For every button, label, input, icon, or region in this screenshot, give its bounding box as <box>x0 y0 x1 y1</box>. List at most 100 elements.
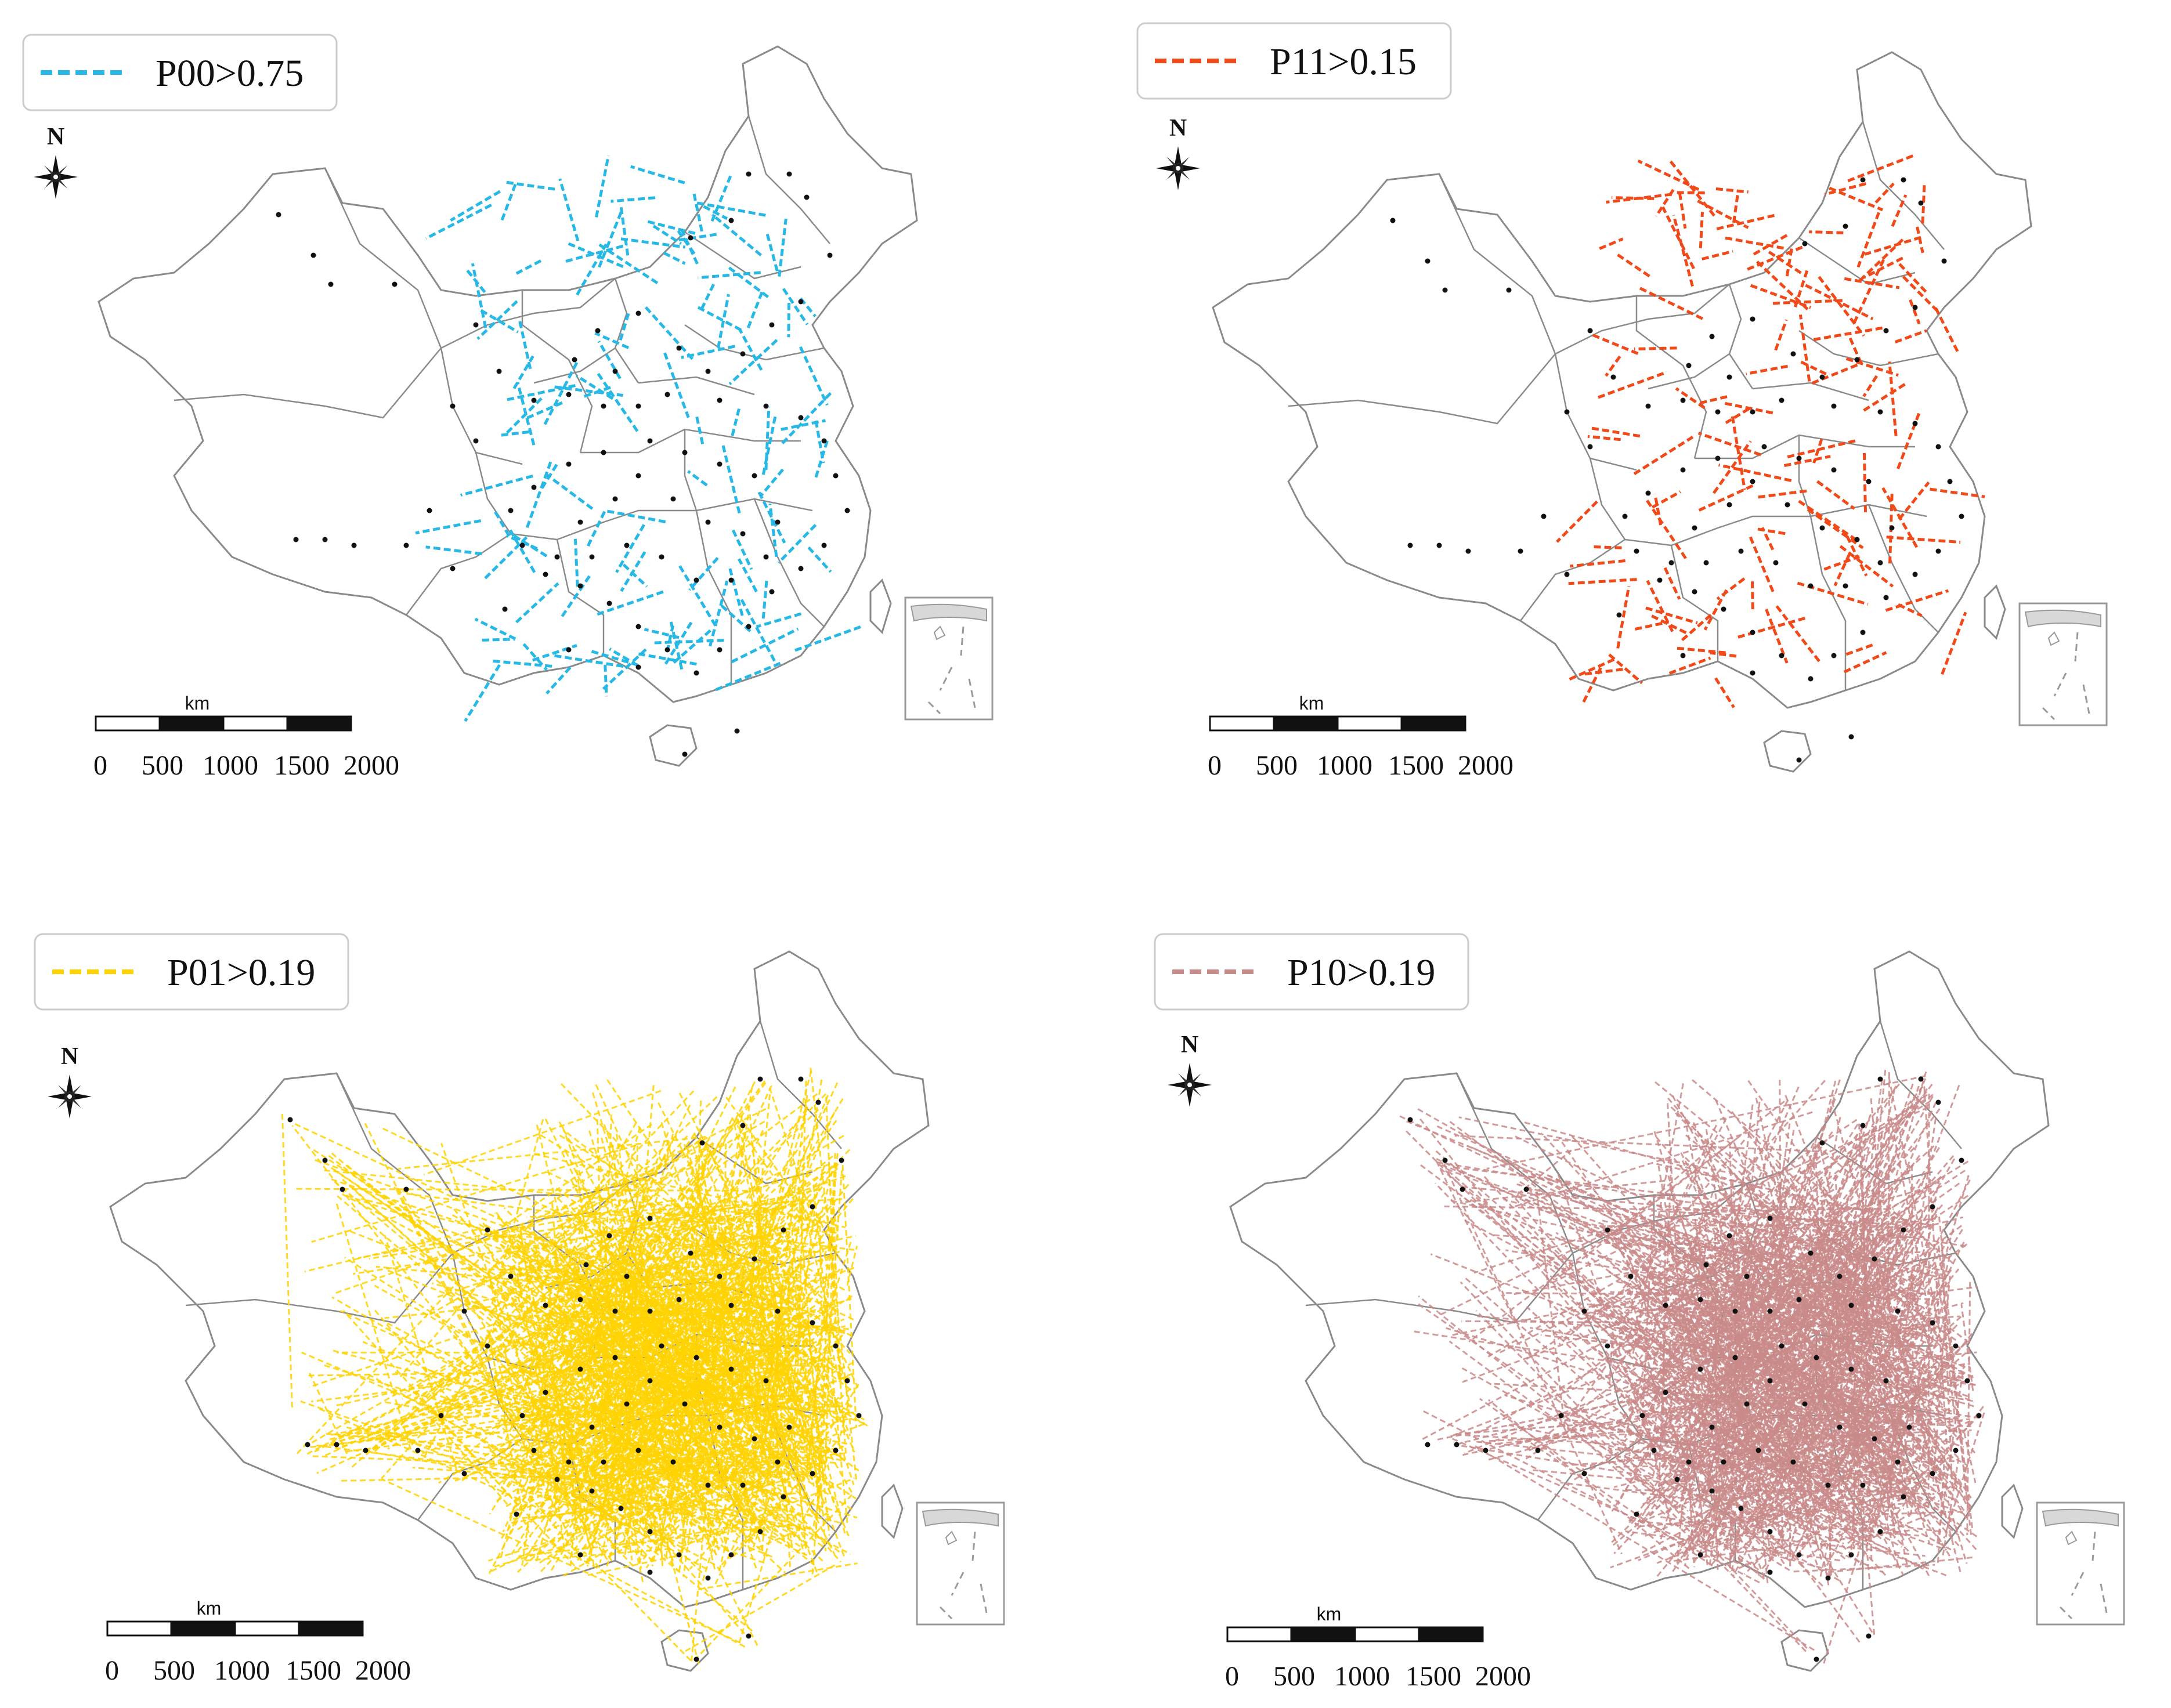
flow-line <box>344 1257 801 1547</box>
flow-line <box>591 650 638 667</box>
flow-line <box>501 1409 521 1446</box>
south-sea-inset <box>2018 602 2108 726</box>
flow-line <box>1692 1079 1856 1220</box>
flow-line <box>444 1362 622 1404</box>
flow-line <box>640 1240 757 1569</box>
flow-line <box>335 1202 412 1450</box>
city-point <box>1877 1529 1883 1535</box>
flow-line <box>1536 1191 1566 1428</box>
flow-line <box>652 1214 693 1356</box>
city-point <box>496 368 502 374</box>
flow-line <box>787 1241 821 1442</box>
city-point <box>1825 1575 1831 1581</box>
flow-line <box>1648 1420 1927 1572</box>
flow-line <box>543 361 579 425</box>
flow-line <box>549 1305 653 1315</box>
north-label: N <box>1181 1032 1198 1058</box>
flow-line <box>505 397 543 435</box>
flow-line <box>594 331 630 349</box>
city-point <box>624 1401 630 1407</box>
compass-rose-icon <box>34 155 78 199</box>
flow-line <box>1774 319 1788 351</box>
flow-line <box>781 419 826 431</box>
flow-line <box>342 1310 519 1507</box>
flow-line <box>1508 1424 1715 1468</box>
flow-line <box>1716 577 1746 600</box>
flow-line <box>1728 1488 1822 1528</box>
flow-line <box>1645 606 1698 625</box>
flow-line <box>1927 1094 1930 1508</box>
flow-line <box>550 1255 743 1571</box>
flow-line <box>1847 1456 1950 1544</box>
city-point <box>1558 1413 1564 1418</box>
flow-line <box>576 243 608 296</box>
flow-line <box>758 1373 825 1417</box>
city-point <box>1814 1355 1819 1360</box>
city-point <box>635 403 641 409</box>
flow-line <box>515 1238 613 1358</box>
flow-line <box>682 1087 753 1577</box>
flow-line <box>1699 1258 1881 1557</box>
city-point <box>1651 1448 1657 1453</box>
flow-line <box>1614 1233 1707 1327</box>
flow-line <box>1464 1277 1681 1465</box>
city-point <box>508 1273 514 1279</box>
flow-line <box>1839 545 1894 588</box>
flow-line <box>1661 1300 1968 1467</box>
flow-line <box>720 1318 845 1370</box>
city-point <box>746 1633 752 1639</box>
city-point <box>612 368 618 374</box>
city-point <box>577 1366 583 1372</box>
flow-lines <box>281 1068 868 1664</box>
flow-line <box>342 1178 747 1544</box>
flow-line <box>1554 1101 1785 1281</box>
flow-line <box>1787 439 1858 459</box>
flow-line <box>798 1233 834 1322</box>
city-point <box>647 1308 653 1314</box>
city-point <box>1726 374 1732 380</box>
flow-line <box>1744 1273 1928 1358</box>
city-point <box>1866 479 1872 484</box>
flow-line <box>1672 1497 1722 1572</box>
flow-line <box>1435 1182 1714 1472</box>
flow-line <box>587 1316 612 1360</box>
flow-line <box>331 1336 786 1436</box>
flow-line <box>493 1434 575 1488</box>
flow-line <box>482 638 515 642</box>
city-point <box>1819 374 1825 380</box>
flow-line <box>1811 1243 1968 1358</box>
flow-line <box>595 1261 773 1517</box>
city-point <box>1407 542 1413 548</box>
city-point <box>1935 444 1941 450</box>
flow-line <box>602 648 647 690</box>
flow-line <box>454 1347 800 1482</box>
flow-line <box>677 563 717 627</box>
flow-line <box>761 1283 784 1551</box>
city-point <box>752 1256 757 1262</box>
flow-line <box>727 266 770 298</box>
flow-line <box>1756 489 1807 499</box>
flow-line <box>1743 1145 1888 1453</box>
city-point <box>1726 502 1732 508</box>
flow-line <box>669 621 684 671</box>
flow-line <box>788 1357 803 1459</box>
flow-line <box>1642 1410 1971 1428</box>
city-point <box>1889 525 1895 531</box>
flow-line <box>1678 1302 1840 1309</box>
city-point <box>577 583 583 589</box>
city-point <box>717 461 723 467</box>
city-point <box>1465 548 1471 554</box>
flow-line <box>1568 578 1637 585</box>
flow-line <box>1610 1460 1902 1569</box>
flow-line <box>1834 1291 1844 1418</box>
flow-line <box>1772 1418 1954 1500</box>
flow-line <box>720 605 752 633</box>
flow-line <box>1608 1342 1613 1387</box>
south-sea-inset <box>904 596 994 721</box>
flow-line <box>517 1260 771 1281</box>
city-point <box>1703 560 1709 566</box>
flow-line <box>693 1132 836 1504</box>
flow-line <box>1739 1518 1772 1524</box>
flow-line <box>846 1246 858 1286</box>
flow-line <box>642 303 694 360</box>
